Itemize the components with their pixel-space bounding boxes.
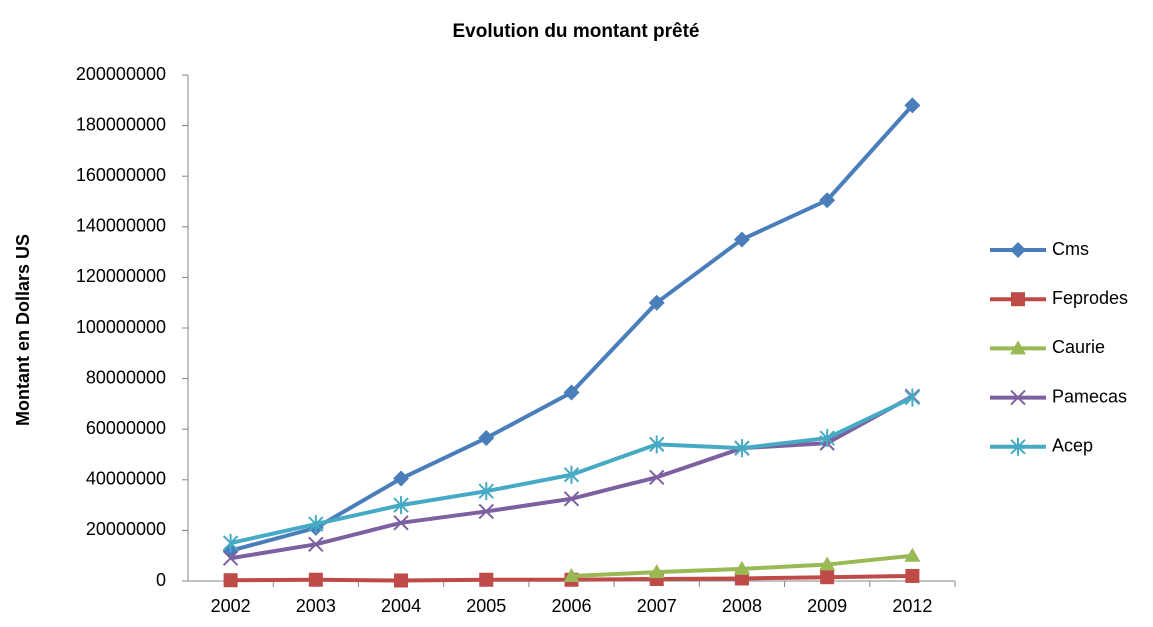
point xyxy=(393,470,410,487)
y-tick-label: 40000000 xyxy=(86,469,166,489)
point xyxy=(308,515,324,534)
point xyxy=(1010,389,1026,406)
point xyxy=(905,568,920,583)
legend-label: Pamecas xyxy=(1052,386,1127,406)
y-tick-label: 160000000 xyxy=(76,165,166,185)
point xyxy=(649,435,665,454)
point xyxy=(648,564,665,579)
point xyxy=(1010,437,1026,456)
point xyxy=(563,567,580,582)
chart-title: Evolution du montant prêté xyxy=(453,21,700,42)
point xyxy=(563,465,580,484)
point xyxy=(393,496,409,515)
point xyxy=(904,388,921,407)
point xyxy=(1010,340,1026,355)
point xyxy=(479,572,494,587)
y-tick-label: 180000000 xyxy=(76,114,166,134)
y-tick-label: 140000000 xyxy=(76,216,166,236)
point xyxy=(478,503,494,520)
point xyxy=(820,570,835,585)
point xyxy=(733,560,750,575)
y-tick-label: 100000000 xyxy=(76,317,166,337)
point xyxy=(478,430,495,447)
x-tick-label: 2009 xyxy=(807,596,847,616)
point xyxy=(734,439,750,458)
point xyxy=(734,571,749,586)
point xyxy=(308,572,323,587)
y-tick-label: 120000000 xyxy=(76,266,166,286)
legend-label: Cms xyxy=(1052,239,1089,259)
point xyxy=(222,534,239,553)
x-tick-label: 2005 xyxy=(466,596,506,616)
point xyxy=(222,550,239,566)
point xyxy=(223,573,238,588)
point xyxy=(819,429,835,448)
y-tick-label: 200000000 xyxy=(76,64,166,84)
point xyxy=(563,491,580,507)
x-tick-label: 2004 xyxy=(381,596,421,616)
series-line xyxy=(230,104,914,553)
x-tick-label: 2008 xyxy=(722,596,762,616)
point xyxy=(393,515,409,531)
point xyxy=(819,192,836,209)
y-tick-label: 20000000 xyxy=(86,519,166,539)
point xyxy=(563,384,580,401)
point xyxy=(904,547,921,562)
point xyxy=(1011,292,1025,307)
y-tick-label: 60000000 xyxy=(86,418,166,438)
y-axis-label: Montant en Dollars US xyxy=(13,234,33,426)
legend-label: Feprodes xyxy=(1052,288,1128,308)
x-tick-label: 2002 xyxy=(211,596,251,616)
point xyxy=(733,231,750,248)
y-tick-label: 80000000 xyxy=(86,367,166,387)
x-tick-label: 2003 xyxy=(296,596,336,616)
legend-label: Caurie xyxy=(1052,337,1105,357)
point xyxy=(478,482,494,501)
y-tick-label: 0 xyxy=(156,570,166,590)
point xyxy=(649,469,665,485)
point xyxy=(819,556,836,571)
point xyxy=(648,294,665,311)
point xyxy=(904,97,921,114)
x-tick-label: 2007 xyxy=(637,596,677,616)
x-tick-label: 2006 xyxy=(551,596,591,616)
point xyxy=(1010,242,1026,258)
x-tick-label: 2012 xyxy=(892,596,932,616)
point xyxy=(394,573,409,588)
legend-label: Acep xyxy=(1052,436,1093,456)
point xyxy=(308,536,324,553)
